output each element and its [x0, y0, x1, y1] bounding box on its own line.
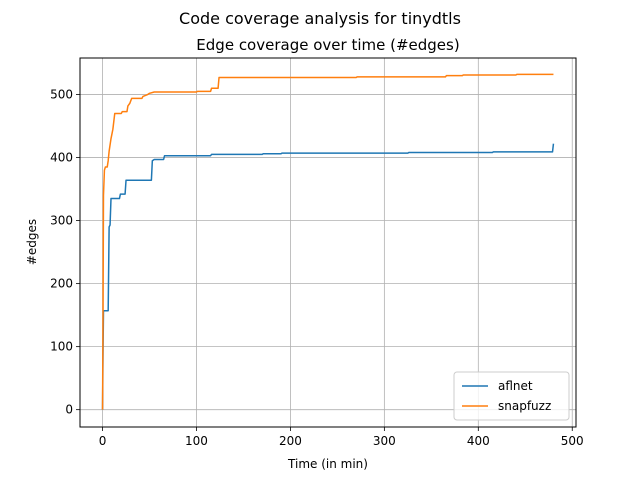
y-tick-label: 300 — [50, 214, 73, 228]
x-tick-label: 300 — [373, 434, 396, 448]
chart-title: Edge coverage over time (#edges) — [196, 36, 459, 54]
axis-ticks: 0 100 200 300 400 500 0 100 200 300 400 500 — [50, 88, 584, 448]
series-line-snapfuzz — [101, 73, 554, 410]
y-tick-label: 500 — [50, 88, 73, 102]
y-tick-label: 400 — [50, 151, 73, 165]
x-tick-label: 400 — [467, 434, 490, 448]
x-tick-label: 200 — [279, 434, 302, 448]
x-tick-label: 500 — [561, 434, 584, 448]
grid-lines — [80, 58, 576, 427]
y-tick-label: 0 — [65, 403, 73, 417]
legend-label-snapfuzz: snapfuzz — [498, 399, 551, 413]
legend-label-aflnet: aflnet — [498, 379, 533, 393]
x-tick-label: 100 — [185, 434, 208, 448]
y-tick-label: 200 — [50, 277, 73, 291]
legend: aflnet snapfuzz — [453, 371, 570, 421]
plot-frame — [79, 57, 577, 428]
y-tick-label: 100 — [50, 340, 73, 354]
series-line-aflnet — [101, 143, 555, 410]
y-axis-label: #edges — [25, 219, 39, 265]
legend-box — [453, 371, 570, 421]
plot-area — [101, 73, 555, 410]
x-tick-label: 0 — [99, 434, 107, 448]
chart-suptitle: Code coverage analysis for tinydtls — [179, 9, 461, 28]
x-axis-label: Time (in min) — [287, 457, 368, 471]
